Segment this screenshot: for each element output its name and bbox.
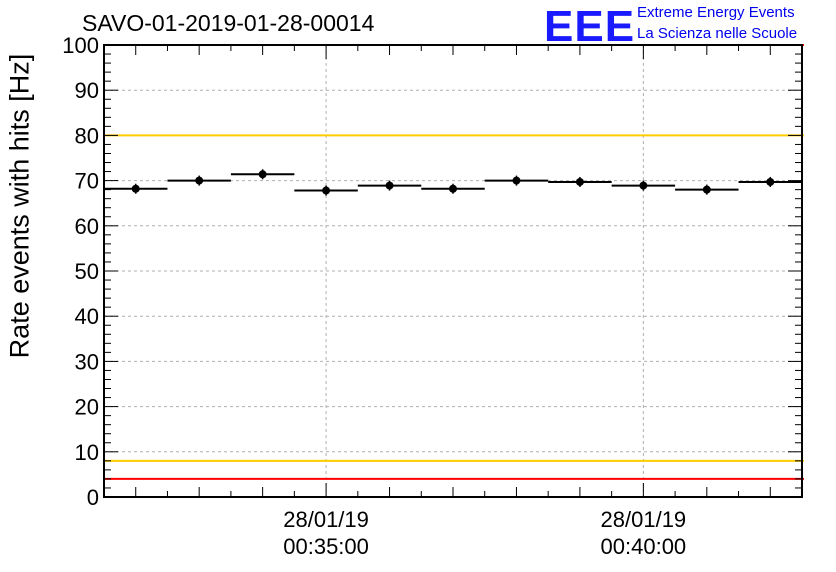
chart-title: SAVO-01-2019-01-28-00014 (82, 10, 375, 36)
x-tick-label-1: 28/01/19 00:35:00 (256, 506, 396, 560)
y-axis-label: Rate events with hits [Hz] (4, 53, 35, 359)
data-point-5 (385, 181, 394, 190)
x-tick-time-1: 00:35:00 (283, 534, 369, 559)
y-tick-label: 60 (75, 214, 99, 239)
y-tick-label: 70 (75, 169, 99, 194)
data-point-6 (449, 184, 457, 193)
data-point-10 (702, 185, 711, 194)
y-tick-label: 0 (87, 485, 99, 510)
data-point-8 (575, 177, 584, 186)
data-point-1 (131, 184, 140, 193)
y-tick-label: 30 (75, 349, 99, 374)
x-tick-label-2: 28/01/19 00:40:00 (573, 506, 713, 560)
y-tick-label: 90 (75, 78, 99, 103)
data-point-2 (195, 176, 204, 185)
x-tick-date-1: 28/01/19 (283, 507, 369, 532)
eee-logo: EEE (544, 2, 636, 51)
data-point-4 (322, 186, 331, 195)
logo-line-1: Extreme Energy Events (637, 4, 795, 21)
y-tick-label: 100 (62, 33, 99, 58)
y-tick-label: 10 (75, 440, 99, 465)
data-point-9 (639, 181, 648, 190)
y-tick-label: 80 (75, 123, 99, 148)
data-point-11 (766, 177, 775, 186)
x-tick-time-2: 00:40:00 (600, 534, 687, 559)
logo-line-2: La Scienza nelle Scuole (637, 25, 798, 42)
data-point-3 (258, 170, 267, 179)
y-tick-label: 20 (75, 395, 99, 420)
y-tick-label: 40 (75, 304, 99, 329)
x-tick-date-2: 28/01/19 (600, 507, 687, 532)
y-tick-label: 50 (75, 259, 99, 284)
data-point-7 (512, 176, 521, 185)
